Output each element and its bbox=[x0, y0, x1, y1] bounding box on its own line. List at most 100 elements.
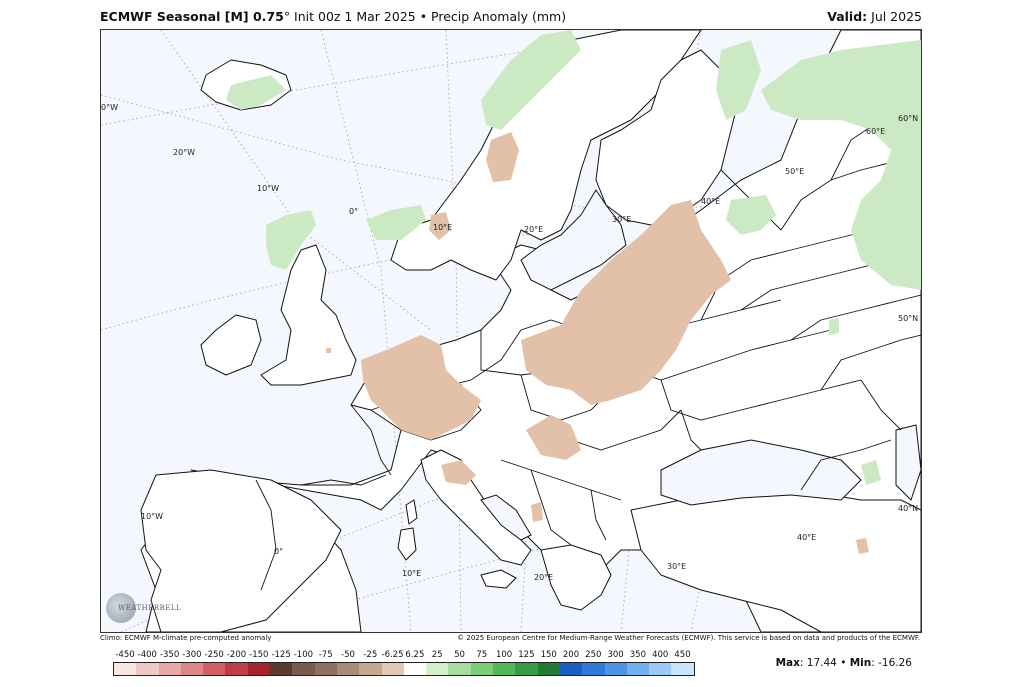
wet-urals-small bbox=[829, 318, 839, 335]
dry-anomaly-areas bbox=[326, 132, 869, 554]
colorbar-tick-label: 300 bbox=[607, 650, 624, 660]
adriatic bbox=[480, 494, 532, 541]
colorbar-swatch bbox=[604, 663, 627, 675]
dry-sweden-south bbox=[429, 212, 451, 240]
colorbar-tick-label: 200 bbox=[562, 650, 580, 660]
colorbar-swatch bbox=[314, 663, 337, 675]
colorbar-swatch bbox=[136, 663, 159, 675]
colorbar-swatch bbox=[671, 663, 694, 675]
model-name: ECMWF Seasonal [M] 0.75 bbox=[100, 9, 284, 24]
colorbar-swatch bbox=[515, 663, 538, 675]
colorbar-swatch bbox=[381, 663, 404, 675]
min-value: : -16.26 bbox=[871, 657, 912, 669]
weatherbell-logo: WEATHERBELL bbox=[104, 593, 181, 627]
wet-anomaly-areas bbox=[226, 30, 921, 485]
colorbar-swatch bbox=[626, 663, 650, 675]
colorbar-tick-label: -75 bbox=[318, 650, 333, 660]
colorbar-tick-label: -450 bbox=[115, 650, 135, 660]
colorbar-labels: -450 -400 -350 -300 -250 -200 -150 -125 -100 -75-… bbox=[113, 650, 693, 660]
wet-norway-west bbox=[366, 205, 426, 240]
caspian-sea bbox=[895, 424, 921, 501]
lat-label: 50°N bbox=[898, 314, 918, 323]
max-label: Max bbox=[775, 657, 800, 669]
colorbar-tick-label: -300 bbox=[182, 650, 202, 660]
colorbar-tick-label: -200 bbox=[226, 650, 247, 660]
colorbar-tick-label: -25 bbox=[363, 650, 378, 660]
land-scandinavia bbox=[390, 30, 702, 281]
dry-romania bbox=[526, 415, 581, 460]
colorbar-swatch bbox=[403, 663, 427, 675]
valid-time: Valid: Jul 2025 bbox=[827, 9, 922, 24]
dry-poland-belarus-ukraine bbox=[521, 200, 731, 405]
dry-britain-small bbox=[326, 348, 331, 353]
colorbar-tick-label: -400 bbox=[137, 650, 157, 660]
logo-text: WEATHERBELL bbox=[118, 604, 182, 612]
colorbar-swatch bbox=[225, 663, 248, 675]
colorbar-tick-label: 450 bbox=[674, 650, 691, 660]
land-greece bbox=[540, 544, 612, 611]
colorbar-swatch bbox=[203, 663, 226, 675]
logo-globe-icon bbox=[106, 593, 136, 623]
colorbar-tick-label: 6.25 bbox=[405, 650, 425, 660]
colorbar-tick-label: 25 bbox=[431, 650, 443, 660]
dry-anatolia-east bbox=[856, 538, 869, 554]
land-sicily bbox=[480, 569, 517, 589]
land-finland bbox=[595, 49, 742, 226]
dry-benelux-germany bbox=[361, 335, 481, 440]
colorbar-swatch bbox=[426, 663, 449, 675]
lon-label: 20°E bbox=[534, 573, 553, 582]
colorbar-swatch bbox=[336, 663, 360, 675]
colorbar-tick-label: 50 bbox=[454, 650, 465, 660]
colorbar-tick-label: 100 bbox=[495, 650, 513, 660]
colorbar-tick-label: -350 bbox=[159, 650, 180, 660]
colorbar-tick-label: 150 bbox=[540, 650, 557, 660]
colorbar-swatch bbox=[359, 663, 382, 675]
init-and-field: Init 00z 1 Mar 2025 • Precip Anomaly (mm… bbox=[290, 9, 567, 24]
colorbar-swatch bbox=[448, 663, 471, 675]
colorbar-tick-label: -125 bbox=[271, 650, 291, 660]
lon-label: 30°E bbox=[612, 215, 631, 224]
colorbar-swatch bbox=[582, 663, 605, 675]
colorbar-tick-label: 125 bbox=[518, 650, 535, 660]
colorbar-tick-label: -6.25 bbox=[381, 650, 404, 660]
lon-label: 40°E bbox=[701, 197, 720, 206]
europe-map: 0°W 20°W 10°W 0° 10°E 20°E 30°E 40°E 50°… bbox=[101, 30, 921, 632]
land-ireland bbox=[200, 314, 262, 376]
graticule-labels: 0°W 20°W 10°W 0° 10°E 20°E 30°E 40°E 50°… bbox=[101, 103, 918, 582]
wet-norway-north bbox=[481, 30, 581, 130]
baltic-sea bbox=[520, 189, 627, 291]
colorbar-swatch bbox=[180, 663, 204, 675]
colorbar-tick-label: 350 bbox=[629, 650, 647, 660]
lat-label: 40°N bbox=[898, 504, 918, 513]
colorbar-swatch bbox=[158, 663, 181, 675]
land-iberia bbox=[140, 469, 342, 632]
colorbar-swatch bbox=[493, 663, 516, 675]
lon-label: 20°E bbox=[524, 225, 543, 234]
lon-label: 10°E bbox=[402, 569, 421, 578]
max-min-stats: Max: 17.44 • Min: -16.26 bbox=[776, 657, 912, 669]
inland-seas bbox=[480, 189, 921, 541]
land-corsica bbox=[405, 499, 418, 525]
dry-balkans-small bbox=[531, 502, 543, 522]
valid-label: Valid: bbox=[827, 9, 868, 24]
wet-russia-northeast bbox=[761, 40, 921, 290]
colorbar-swatch bbox=[292, 663, 315, 675]
wet-scotland bbox=[266, 210, 316, 270]
dry-sweden bbox=[486, 132, 519, 182]
colorbar-tick-label: -250 bbox=[204, 650, 224, 660]
colorbar-tick-label: 250 bbox=[585, 650, 602, 660]
map-panel[interactable]: 0°W 20°W 10°W 0° 10°E 20°E 30°E 40°E 50°… bbox=[100, 29, 922, 633]
min-label: Min bbox=[849, 657, 872, 669]
colorbar-tick-label: -150 bbox=[249, 650, 269, 660]
degree-sign: ° bbox=[283, 9, 291, 24]
lon-label: 0° bbox=[349, 207, 358, 216]
lon-label: 0°W bbox=[101, 103, 118, 112]
wet-moscow-east bbox=[726, 195, 776, 235]
lon-label: 10°E bbox=[433, 223, 452, 232]
colorbar-swatch bbox=[247, 663, 271, 675]
colorbar-swatch bbox=[114, 663, 137, 675]
lat-label: 60°N bbox=[898, 114, 918, 123]
wet-iceland bbox=[226, 75, 286, 110]
wet-caucasus bbox=[861, 460, 881, 485]
land-sardinia bbox=[397, 527, 417, 561]
